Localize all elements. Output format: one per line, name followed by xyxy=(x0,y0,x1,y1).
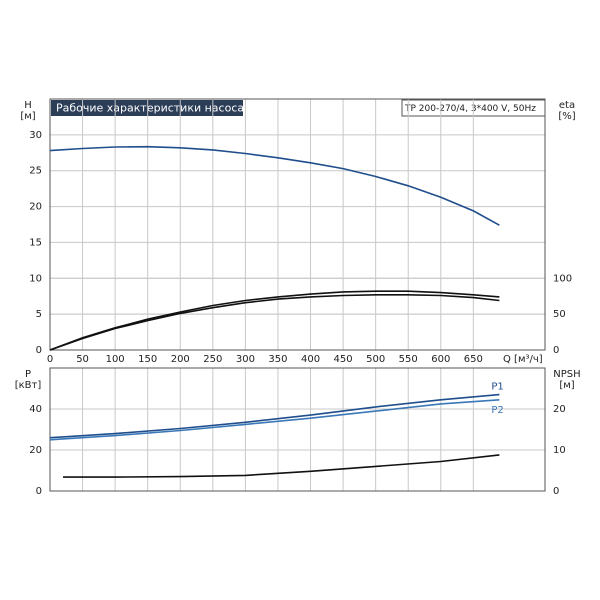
y-tick-label: 15 xyxy=(29,237,42,248)
y-tick-label: 20 xyxy=(29,445,42,456)
x-tick-label: 650 xyxy=(464,354,483,365)
x-tick-label: 150 xyxy=(138,354,157,365)
series-label: P1 xyxy=(491,382,503,393)
y-tick-label: 0 xyxy=(36,486,42,497)
chart-title: Рабочие характеристики насоса xyxy=(56,102,244,115)
series-line xyxy=(49,393,500,439)
y-axis-unit: [кВт] xyxy=(15,380,42,391)
y-axis-unit: [м] xyxy=(20,111,35,122)
x-tick-label: 200 xyxy=(171,354,190,365)
x-tick-label: 500 xyxy=(366,354,385,365)
x-tick-label: 450 xyxy=(334,354,353,365)
y2-tick-label: 100 xyxy=(553,273,572,284)
y-tick-label: 40 xyxy=(29,404,42,415)
y2-tick-label: 10 xyxy=(553,445,566,456)
series-label: P2 xyxy=(491,405,503,416)
y-tick-label: 5 xyxy=(36,309,42,320)
series-line xyxy=(49,145,500,226)
y2-tick-label: 20 xyxy=(553,404,566,415)
y-axis-label: H xyxy=(24,100,32,111)
y2-tick-label: 0 xyxy=(553,345,559,356)
series-line xyxy=(49,294,500,351)
y-tick-label: 10 xyxy=(29,273,42,284)
plot-frame xyxy=(49,367,546,492)
y-axis-label: P xyxy=(25,369,31,380)
x-tick-label: 400 xyxy=(301,354,320,365)
x-tick-label: 100 xyxy=(106,354,125,365)
series-line xyxy=(49,399,500,441)
title-box xyxy=(51,100,243,116)
y2-axis-label: eta xyxy=(559,100,575,111)
y-tick-label: 0 xyxy=(36,345,42,356)
x-tick-label: 350 xyxy=(268,354,287,365)
y-tick-label: 25 xyxy=(29,166,42,177)
y2-tick-label: 50 xyxy=(553,309,566,320)
x-tick-label: 0 xyxy=(47,354,53,365)
x-tick-label: 250 xyxy=(203,354,222,365)
y-tick-label: 30 xyxy=(29,130,42,141)
y2-axis-label: NPSH xyxy=(553,369,580,380)
series-line xyxy=(49,290,500,351)
series-line xyxy=(63,454,500,478)
x-tick-label: 550 xyxy=(399,354,418,365)
plot-frame xyxy=(49,98,546,351)
x-tick-label: 300 xyxy=(236,354,255,365)
x-axis-label: Q [м³/ч] xyxy=(503,354,543,365)
x-tick-label: 600 xyxy=(431,354,450,365)
y2-tick-label: 0 xyxy=(553,486,559,497)
x-tick-label: 50 xyxy=(76,354,89,365)
y-tick-label: 20 xyxy=(29,202,42,213)
y2-axis-unit: [%] xyxy=(558,111,575,122)
subtitle: TP 200-270/4, 3*400 V, 50Hz xyxy=(404,104,536,114)
y2-axis-unit: [м] xyxy=(559,380,574,391)
